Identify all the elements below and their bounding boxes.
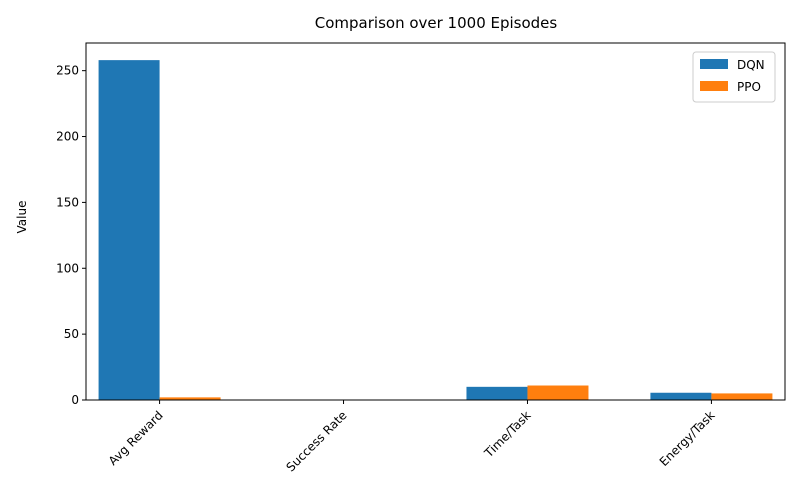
legend: DQN PPO [693, 52, 775, 102]
y-tick-label-200: 200 [56, 130, 79, 144]
legend-label-ppo: PPO [737, 80, 761, 94]
legend-label-dqn: DQN [737, 58, 765, 72]
bar-ppo-2 [527, 386, 588, 400]
chart-title: Comparison over 1000 Episodes [315, 14, 558, 32]
bar-dqn-3 [650, 393, 711, 400]
bar-dqn-2 [466, 387, 527, 400]
legend-swatch-dqn [700, 59, 728, 69]
y-tick-label-100: 100 [56, 261, 79, 275]
y-tick-label-0: 0 [71, 393, 79, 407]
y-tick-label-250: 250 [56, 64, 79, 78]
legend-swatch-ppo [700, 81, 728, 91]
plot-frame [86, 43, 785, 400]
x-tick-label-3: Energy/Task [657, 408, 718, 469]
y-tick-label-50: 50 [64, 327, 79, 341]
bar-ppo-3 [711, 393, 772, 400]
y-axis-label: Value [15, 201, 29, 234]
y-tick-label-150: 150 [56, 195, 79, 209]
x-tick-label-0: Avg Reward [106, 408, 166, 468]
plot-area: 0 50 100 150 200 250 Avg Reward Success Rate Tim… [56, 43, 785, 474]
x-tick-label-2: Time/Task [481, 408, 534, 461]
x-tick-label-1: Success Rate [283, 408, 349, 474]
bar-dqn-0 [99, 60, 160, 400]
